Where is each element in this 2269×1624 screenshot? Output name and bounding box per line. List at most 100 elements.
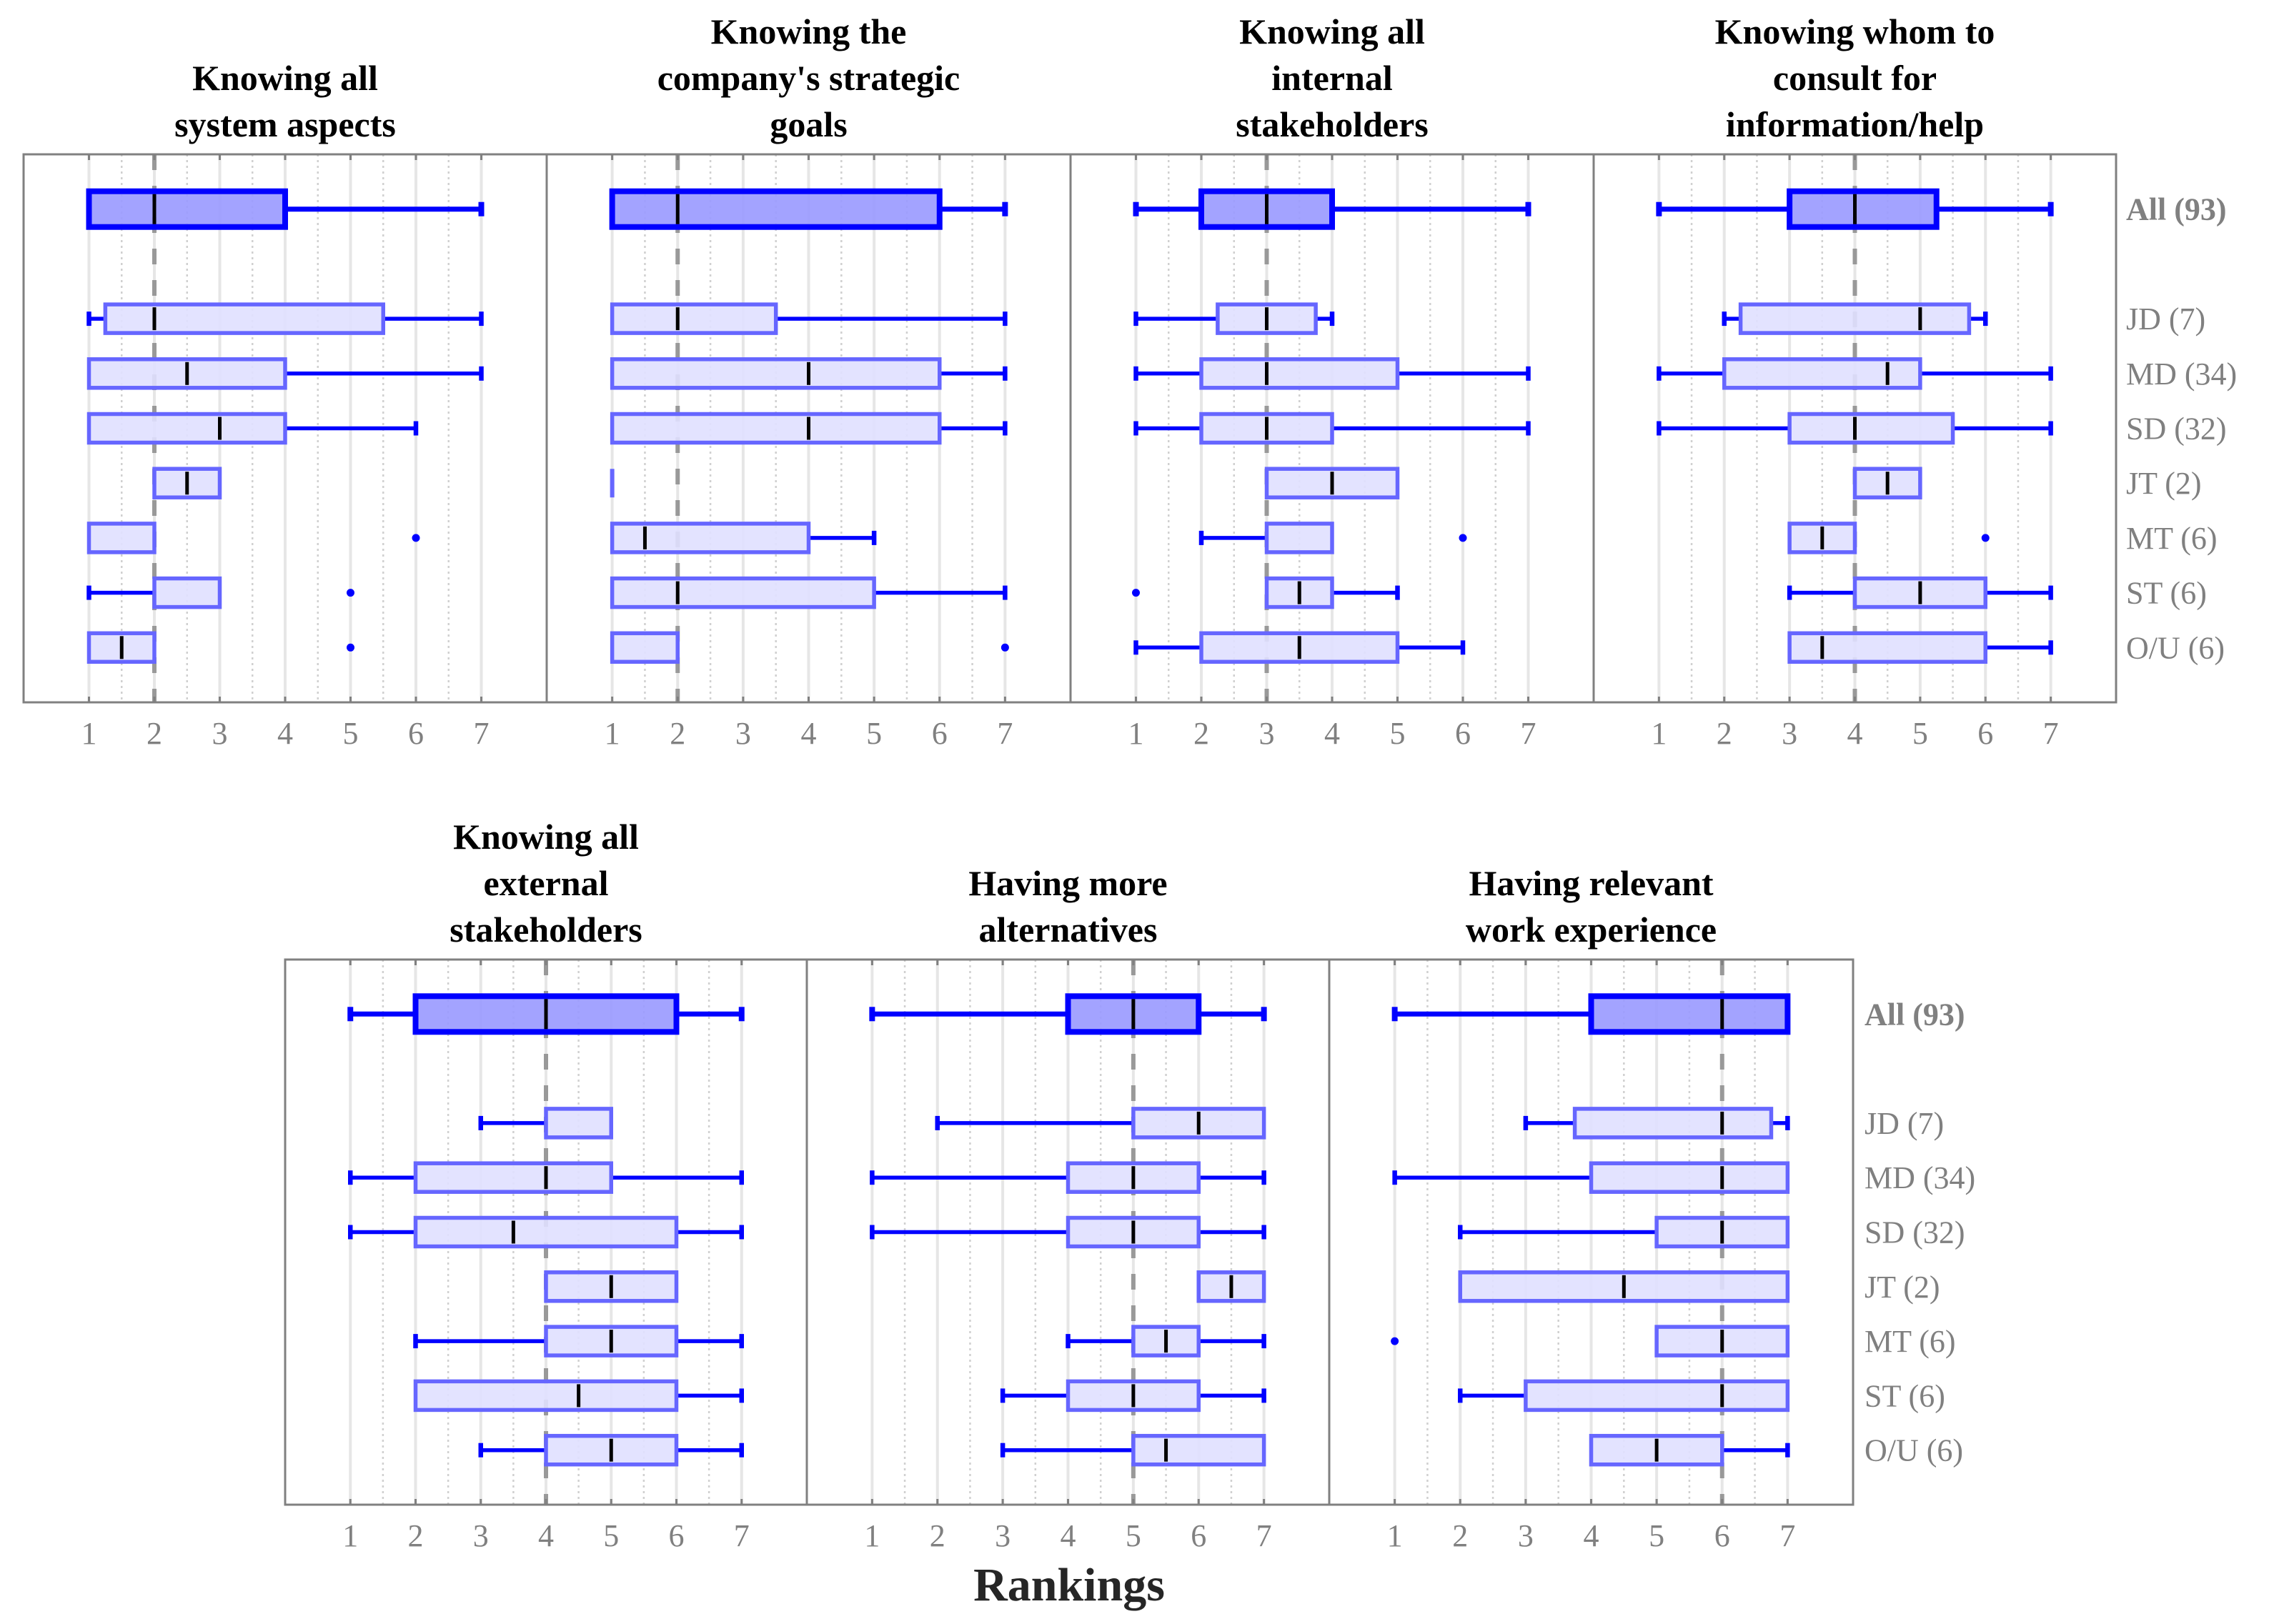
box-group	[1000, 1379, 1266, 1413]
x-tick-label: 6	[669, 1518, 685, 1553]
x-tick-label: 2	[408, 1518, 424, 1553]
x-tick-label: 3	[1518, 1518, 1534, 1553]
x-tick-label: 7	[1779, 1518, 1795, 1553]
x-tick-label: 6	[1714, 1518, 1730, 1553]
group-label: MT (6)	[1865, 1324, 1956, 1359]
x-tick-label: 6	[932, 716, 948, 751]
box-group	[610, 522, 877, 554]
x-tick-label: 1	[605, 716, 620, 751]
x-tick-label: 5	[343, 716, 359, 751]
x-tick-label: 6	[1977, 716, 1993, 751]
outlier-point	[1981, 534, 1990, 542]
panel-5: 1 2 3 4 5 6 7 Knowing all external stakeholders	[284, 817, 808, 1553]
box-group	[1657, 357, 2053, 390]
x-tick-label: 6	[408, 716, 424, 751]
outlier-point	[347, 589, 354, 597]
panel-title: external	[484, 863, 609, 903]
box-group	[610, 412, 1008, 445]
box-group	[544, 1270, 679, 1303]
box-group	[1392, 1161, 1790, 1194]
panel-title: work experience	[1466, 910, 1717, 950]
x-tick-label: 4	[1324, 716, 1340, 751]
x-tick-label: 4	[801, 716, 817, 751]
panel-title: alternatives	[979, 910, 1158, 950]
panel-title: consult for	[1773, 58, 1937, 98]
group-label: JD (7)	[2126, 302, 2205, 337]
box-group	[1458, 1270, 1790, 1303]
box-iqr	[1589, 1161, 1790, 1194]
box-all	[1391, 993, 1791, 1035]
box-group	[1657, 412, 2053, 445]
x-tick-label: 6	[1191, 1518, 1206, 1553]
box-group	[1787, 576, 2053, 609]
group-label: JD (7)	[1865, 1106, 1944, 1141]
x-tick-label: 5	[1390, 716, 1406, 751]
box-iqr	[103, 302, 385, 335]
x-tick-label: 2	[670, 716, 685, 751]
box-all	[86, 188, 485, 230]
group-label: MT (6)	[2126, 521, 2218, 556]
box-group	[86, 522, 420, 554]
box-group	[1196, 1270, 1266, 1303]
x-tick-label: 2	[930, 1518, 945, 1553]
box-group	[1133, 357, 1531, 390]
panel-2: 1 2 3 4 5 6 7 Knowing the company's strategic goa…	[545, 11, 1072, 751]
box-iqr	[1199, 357, 1400, 390]
x-tick-label: 7	[997, 716, 1013, 751]
x-tick-label: 7	[1521, 716, 1536, 751]
box-iqr	[413, 1215, 679, 1249]
x-tick-label: 3	[1259, 716, 1275, 751]
group-label: JT (2)	[1865, 1270, 1940, 1305]
group-label: ST (6)	[2126, 576, 2207, 611]
panel-title: Knowing all	[1239, 11, 1425, 51]
box-group	[152, 467, 222, 499]
box-group	[478, 1433, 744, 1467]
box-group	[86, 631, 354, 664]
group-label: All (93)	[1865, 997, 1965, 1032]
box-group	[610, 357, 1008, 390]
panel-title: Knowing all	[453, 817, 639, 857]
box-iqr	[86, 412, 287, 445]
panel-title: Having more	[968, 863, 1167, 903]
box-iqr	[1738, 302, 1972, 335]
box-group	[1000, 1433, 1266, 1467]
x-tick-label: 7	[2043, 716, 2059, 751]
panel-7: 1 2 3 4 5 6 7 Having relevant work experience	[1328, 863, 1855, 1553]
box-iqr	[610, 576, 876, 609]
box-group	[478, 1107, 613, 1140]
x-tick-label: 1	[1387, 1518, 1403, 1553]
group-label: SD (32)	[1865, 1215, 1965, 1250]
box-iqr	[413, 1161, 613, 1194]
group-label: O/U (6)	[2126, 630, 2225, 665]
panel-title: goals	[770, 104, 847, 144]
x-tick-label: 1	[1128, 716, 1144, 751]
box-group	[1787, 522, 1990, 554]
group-label: All (93)	[2126, 192, 2227, 227]
box-group	[1458, 1215, 1790, 1249]
x-tick-label: 3	[1782, 716, 1797, 751]
group-label: MD (34)	[2126, 357, 2237, 392]
group-label: JT (2)	[2126, 466, 2202, 501]
box-iqr	[413, 1379, 679, 1413]
panel-title: information/help	[1726, 104, 1984, 144]
box-group	[1722, 302, 1988, 335]
outlier-point	[412, 534, 420, 542]
box-all	[347, 993, 745, 1035]
x-tick-label: 5	[603, 1518, 619, 1553]
panel-title: Having relevant	[1469, 863, 1713, 903]
x-tick-label: 7	[1256, 1518, 1272, 1553]
x-tick-label: 1	[864, 1518, 880, 1553]
box-group	[1133, 412, 1531, 445]
x-tick-label: 3	[473, 1518, 489, 1553]
outlier-point	[1132, 589, 1140, 597]
box-group	[1391, 1325, 1790, 1358]
x-tick-label: 1	[81, 716, 97, 751]
x-tick-label: 4	[1584, 1518, 1599, 1553]
x-tick-label: 7	[734, 1518, 750, 1553]
panel-title: system aspects	[174, 104, 396, 144]
panel-title: Knowing all	[192, 58, 378, 98]
x-tick-label: 5	[866, 716, 882, 751]
box-group	[1787, 631, 2053, 664]
group-label: MD (34)	[1865, 1160, 1975, 1195]
panel-title: stakeholders	[450, 910, 642, 950]
